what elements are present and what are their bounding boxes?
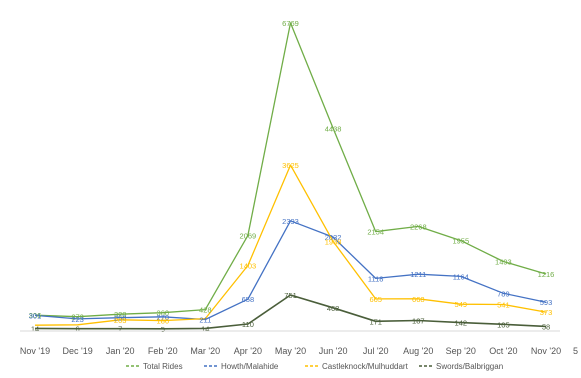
- legend-label-total-rides: Total Rides: [143, 362, 183, 371]
- data-label-total-rides: 328: [114, 310, 127, 319]
- series-line-howth-malahide: [34, 220, 547, 321]
- data-label-swords-balbriggan: 171: [369, 317, 382, 326]
- data-label-total-rides: 428: [199, 306, 212, 315]
- data-label-castleknock-mulhuddart: 1938: [325, 237, 342, 246]
- data-label-castleknock-mulhuddart: 186: [157, 317, 170, 326]
- legend-label-howth-malahide: Howth/Malahide: [221, 362, 279, 371]
- data-label-howth-malahide: 789: [497, 289, 510, 298]
- data-label-swords-balbriggan: 142: [455, 319, 468, 328]
- data-label-howth-malahide: 1164: [453, 272, 469, 281]
- data-label-howth-malahide: 211: [199, 316, 211, 325]
- x-tick-label: Feb '20: [148, 346, 178, 356]
- data-labels: 306 273 328 360 428 2069 6769 4438 2154 2268 1955 1…: [29, 19, 555, 334]
- x-tick-label: Aug '20: [403, 346, 433, 356]
- x-tick-label: Sep '20: [446, 346, 476, 356]
- data-label-swords-balbriggan: 110: [242, 320, 254, 329]
- data-label-swords-balbriggan: 468: [327, 304, 340, 313]
- legend-label-castleknock-mulhuddart: Castleknock/Mulhuddart: [322, 362, 409, 371]
- data-label-swords-balbriggan: 14: [31, 324, 39, 333]
- x-tick-label: Dec '19: [62, 346, 92, 356]
- data-label-howth-malahide: 301: [29, 311, 42, 320]
- data-label-total-rides: 2154: [367, 228, 384, 237]
- legend-label-swords-balbriggan: Swords/Balbriggan: [436, 362, 503, 371]
- x-tick-label: Nov '20: [531, 346, 561, 356]
- series-line-swords-balbriggan: [34, 294, 547, 330]
- data-label-total-rides: 273: [71, 313, 84, 322]
- data-label-castleknock-mulhuddart: 1403: [240, 262, 257, 271]
- data-label-howth-malahide: 250: [114, 314, 127, 323]
- data-label-swords-balbriggan: 7: [118, 325, 122, 334]
- data-label-howth-malahide: 1211: [410, 270, 426, 279]
- data-label-swords-balbriggan: 105: [497, 320, 510, 329]
- x-tick-label: Nov '19: [20, 346, 50, 356]
- data-label-howth-malahide: 658: [242, 295, 255, 304]
- x-tick-label: Mar '20: [190, 346, 220, 356]
- data-label-total-rides: 360: [157, 309, 170, 318]
- data-label-howth-malahide: 593: [540, 298, 553, 307]
- data-label-swords-balbriggan: 751: [284, 291, 297, 300]
- data-label-howth-malahide: 270: [157, 313, 170, 322]
- data-label-howth-malahide: 2032: [325, 233, 342, 242]
- data-label-castleknock-mulhuddart: 373: [540, 308, 553, 317]
- stray-edge-label: 5: [573, 346, 578, 356]
- series-line-total-rides: [34, 22, 547, 318]
- data-label-castleknock-mulhuddart: 668: [412, 295, 425, 304]
- legend: Total Rides Howth/Malahide Castleknock/Mul…: [126, 362, 503, 371]
- data-label-swords-balbriggan: 6: [76, 325, 80, 334]
- data-label-swords-balbriggan: 58: [542, 322, 550, 331]
- data-label-castleknock-mulhuddart: 3625: [282, 161, 299, 170]
- data-label-total-rides: 1955: [452, 237, 469, 246]
- data-label-castleknock-mulhuddart: 665: [369, 295, 382, 304]
- data-label-total-rides: 1216: [538, 270, 555, 279]
- data-label-swords-balbriggan: 14: [201, 324, 209, 333]
- data-label-howth-malahide: 1118: [368, 274, 384, 283]
- data-label-total-rides: 1493: [495, 258, 512, 267]
- x-tick-label: Jan '20: [106, 346, 135, 356]
- data-label-howth-malahide: 2393: [282, 217, 299, 226]
- x-tick-label: Jun '20: [319, 346, 348, 356]
- data-label-swords-balbriggan: 5: [161, 325, 165, 334]
- data-label-total-rides: 4438: [325, 124, 342, 133]
- data-label-castleknock-mulhuddart: 549: [455, 300, 468, 309]
- data-label-swords-balbriggan: 187: [412, 317, 425, 326]
- data-label-total-rides: 6769: [282, 19, 299, 28]
- x-tick-label: Apr '20: [234, 346, 262, 356]
- data-label-howth-malahide: 223: [71, 315, 84, 324]
- data-label-castleknock-mulhuddart: 541: [497, 301, 510, 310]
- data-label-total-rides: 2069: [240, 231, 257, 240]
- series-lines: [34, 22, 547, 330]
- data-label-total-rides: 306: [29, 311, 42, 320]
- series-line-castleknock-mulhuddart: [34, 164, 547, 326]
- data-label-total-rides: 2268: [410, 222, 427, 231]
- x-tick-label: May '20: [275, 346, 306, 356]
- x-axis: Nov '19 Dec '19 Jan '20 Feb '20 Mar '20 Apr '…: [20, 330, 561, 356]
- x-tick-label: Jul '20: [363, 346, 389, 356]
- x-tick-label: Oct '20: [489, 346, 517, 356]
- data-label-castleknock-mulhuddart: 203: [114, 316, 127, 325]
